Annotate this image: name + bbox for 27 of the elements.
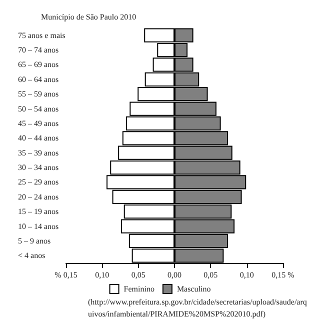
legend-label: Feminino	[124, 284, 154, 294]
y-tick-label: 55 – 59 anos	[18, 90, 59, 99]
y-tick-label: 50 – 54 anos	[18, 104, 59, 114]
x-tick-label: 0,10	[240, 270, 254, 280]
x-tick-label: 0,05	[131, 270, 146, 280]
y-tick-label: 5 – 9 anos	[18, 236, 51, 246]
y-tick-label: < 4 anos	[18, 251, 46, 260]
x-tick-label: 0,05	[204, 270, 218, 280]
legend-label: Masculino	[176, 284, 211, 294]
y-tick-label: 30 – 34 anos	[18, 163, 59, 172]
y-tick-label: 25 – 29 anos	[18, 178, 59, 187]
y-tick-label: 65 – 69 anos	[18, 60, 59, 70]
y-tick-label: 60 – 64 anos	[18, 74, 59, 84]
y-tick-label: 40 – 44 anos	[18, 134, 59, 143]
x-tick-label: 0,15 %	[272, 270, 295, 280]
x-tick-label: 0,00	[168, 270, 182, 280]
y-tick-label: 75 anos e mais	[18, 30, 66, 40]
chart-title: Município de São Paulo 2010	[41, 12, 136, 22]
y-tick-label: 45 – 49 anos	[18, 118, 59, 128]
y-tick-label: 20 – 24 anos	[18, 192, 59, 202]
y-tick-label: 70 – 74 anos	[18, 46, 59, 55]
x-tick-label: % 0,15	[54, 270, 78, 280]
y-tick-label: 10 – 14 anos	[18, 222, 59, 231]
y-tick-label: 15 – 19 anos	[18, 207, 59, 216]
y-tick-label: 35 – 39 anos	[18, 148, 59, 158]
x-tick-label: 0,10	[95, 270, 110, 280]
text: (http://www.prefeitura.sp.gov.br/cidade/secretarias/upload/saude/arquivos/infambiental/PIRAMIDE%20MSP%202010.pdf)	[88, 298, 307, 318]
